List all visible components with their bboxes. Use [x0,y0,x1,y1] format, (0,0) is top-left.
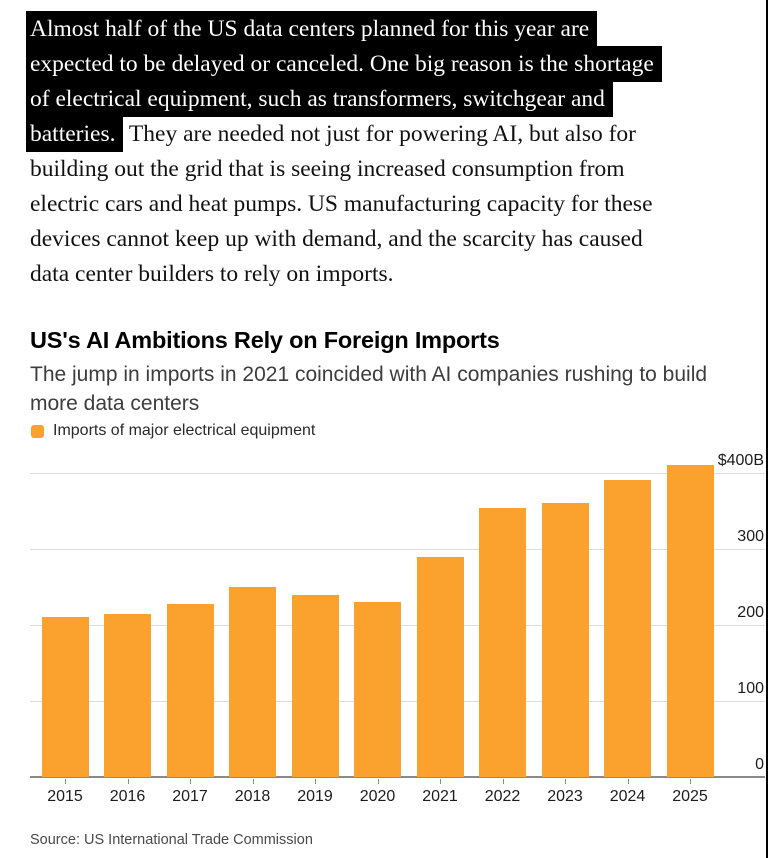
x-axis-label-2015: 2015 [47,788,83,805]
bar-2017 [166,603,214,777]
bar-2019 [291,595,339,777]
highlighted-text: expected to be delayed or canceled. One … [26,46,662,82]
gridline-200 [30,625,765,626]
paragraph-line: devices cannot keep up with demand, and … [30,222,760,257]
chart-source: Source: US International Trade Commissio… [30,832,313,848]
x-axis-label-2025: 2025 [672,788,708,805]
y-axis-label-200: 200 [737,604,764,621]
highlighted-text: of electrical equipment, such as transfo… [26,81,613,117]
paragraph-text: devices cannot keep up with demand, and … [30,226,643,252]
chart-legend: Imports of major electrical equipment [31,422,316,439]
x-axis-tick-2021 [440,779,441,784]
paragraph-line: expected to be delayed or canceled. One … [26,46,760,82]
paragraph-line: of electrical equipment, such as transfo… [26,81,760,117]
x-axis-tick-2020 [377,779,379,784]
paragraph-text: They are needed not just for powering AI… [123,121,636,147]
paragraph-line: electric cars and heat pumps. US manufac… [30,187,760,222]
bar-2018 [229,587,276,777]
paragraph-line: data center builders to rely on imports. [30,257,760,292]
article-paragraph: Almost half of the US data centers plann… [26,11,760,292]
bar-2021 [416,556,464,777]
x-axis-label-2022: 2022 [484,788,521,805]
x-axis-label-2017: 2017 [172,788,208,805]
x-axis-tick-2018 [252,779,254,784]
chart-title: US's AI Ambitions Rely on Foreign Import… [30,327,500,353]
x-axis-label-2016: 2016 [109,788,146,805]
gridline-100 [30,701,765,702]
x-axis-line [30,776,765,778]
x-axis-tick-2022 [502,779,504,784]
legend-swatch-icon [31,424,44,438]
bar-2016 [104,613,151,777]
y-axis-label-400: $400B [717,452,764,469]
x-axis-label-2018: 2018 [234,788,271,805]
x-axis-tick-2019 [315,779,316,784]
paragraph-line: batteries. They are needed not just for … [26,116,760,152]
chart-subtitle: The jump in imports in 2021 coincided wi… [30,360,750,418]
y-axis-label-100: 100 [737,680,764,697]
x-axis-tick-2024 [627,779,629,784]
page-right-border [766,0,768,858]
x-axis-tick-2025 [690,779,691,784]
gridline-400 [30,473,765,474]
highlighted-text: Almost half of the US data centers plann… [26,11,598,47]
bar-2023 [541,503,589,777]
y-axis-label-0: 0 [755,756,764,773]
paragraph-line: Almost half of the US data centers plann… [26,11,760,47]
paragraph-line: building out the grid that is seeing inc… [30,152,760,187]
x-axis-tick-2016 [127,779,129,784]
x-axis-tick-2015 [65,779,66,784]
bar-2020 [354,602,401,777]
x-axis-tick-2023 [565,779,566,784]
bar-2015 [41,617,89,777]
paragraph-text: data center builders to rely on imports. [30,261,394,287]
bar-2024 [604,479,651,777]
x-axis-label-2024: 2024 [609,788,646,805]
x-axis-tick-2017 [190,779,191,784]
paragraph-text: building out the grid that is seeing inc… [30,156,625,182]
paragraph-text: electric cars and heat pumps. US manufac… [30,191,653,217]
bar-2022 [479,507,526,777]
y-axis-label-300: 300 [737,528,764,545]
legend-label: Imports of major electrical equipment [53,422,316,439]
x-axis-label-2021: 2021 [422,788,458,805]
chart-subtitle-line: The jump in imports in 2021 coincided wi… [30,363,708,386]
gridline-300 [30,549,765,550]
highlighted-text: batteries. [26,116,124,152]
chart-subtitle-line: more data centers [30,392,200,415]
x-axis-label-2020: 2020 [359,788,396,805]
x-axis-label-2023: 2023 [547,788,583,805]
bar-2025 [666,465,714,777]
x-axis-label-2019: 2019 [297,788,333,805]
